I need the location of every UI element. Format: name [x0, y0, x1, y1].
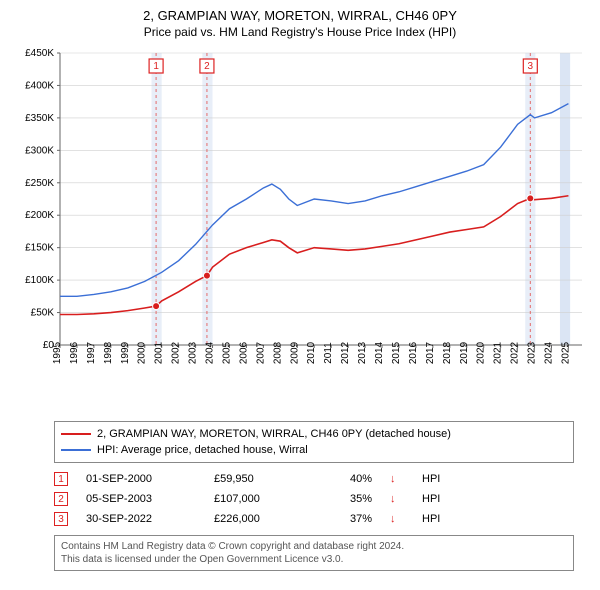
- svg-text:1: 1: [153, 61, 159, 72]
- svg-text:2024: 2024: [543, 341, 554, 364]
- svg-text:2001: 2001: [154, 341, 165, 364]
- svg-text:2025: 2025: [560, 341, 571, 364]
- footer-line: This data is licensed under the Open Gov…: [61, 553, 567, 566]
- legend-item: HPI: Average price, detached house, Wirr…: [61, 442, 567, 458]
- sale-hpi-label: HPI: [422, 493, 574, 505]
- chart-title: 2, GRAMPIAN WAY, MORETON, WIRRAL, CH46 0…: [10, 8, 590, 23]
- title-block: 2, GRAMPIAN WAY, MORETON, WIRRAL, CH46 0…: [10, 8, 590, 39]
- svg-text:2012: 2012: [340, 341, 351, 364]
- sale-price: £59,950: [214, 473, 304, 485]
- table-row: 3 30-SEP-2022 £226,000 37% ↓ HPI: [54, 509, 574, 529]
- svg-text:2019: 2019: [459, 341, 470, 364]
- svg-text:£350K: £350K: [25, 113, 54, 124]
- svg-text:2010: 2010: [306, 341, 317, 364]
- sale-price: £226,000: [214, 513, 304, 525]
- svg-text:1996: 1996: [69, 341, 80, 364]
- svg-text:2011: 2011: [323, 342, 334, 364]
- legend-swatch: [61, 433, 91, 435]
- footer-attribution: Contains HM Land Registry data © Crown c…: [54, 535, 574, 571]
- down-arrow-icon: ↓: [390, 513, 404, 525]
- legend-swatch: [61, 449, 91, 451]
- sale-hpi-label: HPI: [422, 473, 574, 485]
- svg-text:2016: 2016: [408, 341, 419, 364]
- sale-date: 05-SEP-2003: [86, 493, 196, 505]
- sale-marker-icon: 1: [54, 472, 68, 486]
- svg-text:2004: 2004: [205, 341, 216, 364]
- svg-text:2021: 2021: [493, 341, 504, 364]
- svg-text:£250K: £250K: [25, 178, 54, 189]
- svg-text:1998: 1998: [103, 341, 114, 364]
- chart-svg: £0£50K£100K£150K£200K£250K£300K£350K£400…: [10, 45, 590, 415]
- sale-marker-icon: 3: [54, 512, 68, 526]
- legend: 2, GRAMPIAN WAY, MORETON, WIRRAL, CH46 0…: [54, 421, 574, 463]
- svg-text:2005: 2005: [221, 341, 232, 364]
- chart-container: 2, GRAMPIAN WAY, MORETON, WIRRAL, CH46 0…: [0, 0, 600, 579]
- sale-hpi-label: HPI: [422, 513, 574, 525]
- sale-pct: 37%: [322, 513, 372, 525]
- sale-date: 01-SEP-2000: [86, 473, 196, 485]
- svg-text:2007: 2007: [255, 341, 266, 364]
- svg-text:2015: 2015: [391, 341, 402, 364]
- sale-pct: 40%: [322, 473, 372, 485]
- sale-marker-icon: 2: [54, 492, 68, 506]
- legend-item: 2, GRAMPIAN WAY, MORETON, WIRRAL, CH46 0…: [61, 426, 567, 442]
- svg-text:2018: 2018: [442, 341, 453, 364]
- svg-text:1997: 1997: [86, 341, 97, 364]
- svg-text:2020: 2020: [476, 341, 487, 364]
- svg-text:£450K: £450K: [25, 48, 54, 59]
- sale-pct: 35%: [322, 493, 372, 505]
- table-row: 1 01-SEP-2000 £59,950 40% ↓ HPI: [54, 469, 574, 489]
- svg-text:2023: 2023: [527, 341, 538, 364]
- table-row: 2 05-SEP-2003 £107,000 35% ↓ HPI: [54, 489, 574, 509]
- svg-text:2000: 2000: [137, 341, 148, 364]
- svg-text:£200K: £200K: [25, 210, 54, 221]
- svg-text:2009: 2009: [289, 341, 300, 364]
- down-arrow-icon: ↓: [390, 493, 404, 505]
- svg-text:2017: 2017: [425, 341, 436, 364]
- svg-text:£100K: £100K: [25, 275, 54, 286]
- svg-text:2022: 2022: [510, 341, 521, 364]
- svg-text:3: 3: [528, 61, 534, 72]
- svg-text:2: 2: [204, 61, 210, 72]
- down-arrow-icon: ↓: [390, 473, 404, 485]
- svg-text:1999: 1999: [120, 341, 131, 364]
- chart-area: £0£50K£100K£150K£200K£250K£300K£350K£400…: [10, 45, 590, 415]
- footer-line: Contains HM Land Registry data © Crown c…: [61, 540, 567, 553]
- svg-text:1995: 1995: [52, 341, 63, 364]
- sales-table: 1 01-SEP-2000 £59,950 40% ↓ HPI 2 05-SEP…: [54, 469, 574, 529]
- svg-text:2014: 2014: [374, 341, 385, 364]
- chart-subtitle: Price paid vs. HM Land Registry's House …: [10, 25, 590, 39]
- sale-date: 30-SEP-2022: [86, 513, 196, 525]
- legend-label: HPI: Average price, detached house, Wirr…: [97, 442, 308, 458]
- svg-text:£50K: £50K: [31, 308, 55, 319]
- svg-text:2002: 2002: [171, 341, 182, 364]
- svg-text:2006: 2006: [238, 341, 249, 364]
- svg-text:£300K: £300K: [25, 145, 54, 156]
- sale-price: £107,000: [214, 493, 304, 505]
- svg-text:2008: 2008: [272, 341, 283, 364]
- svg-text:2003: 2003: [188, 341, 199, 364]
- svg-text:£150K: £150K: [25, 243, 54, 254]
- svg-text:2013: 2013: [357, 341, 368, 364]
- svg-text:£400K: £400K: [25, 80, 54, 91]
- legend-label: 2, GRAMPIAN WAY, MORETON, WIRRAL, CH46 0…: [97, 426, 451, 442]
